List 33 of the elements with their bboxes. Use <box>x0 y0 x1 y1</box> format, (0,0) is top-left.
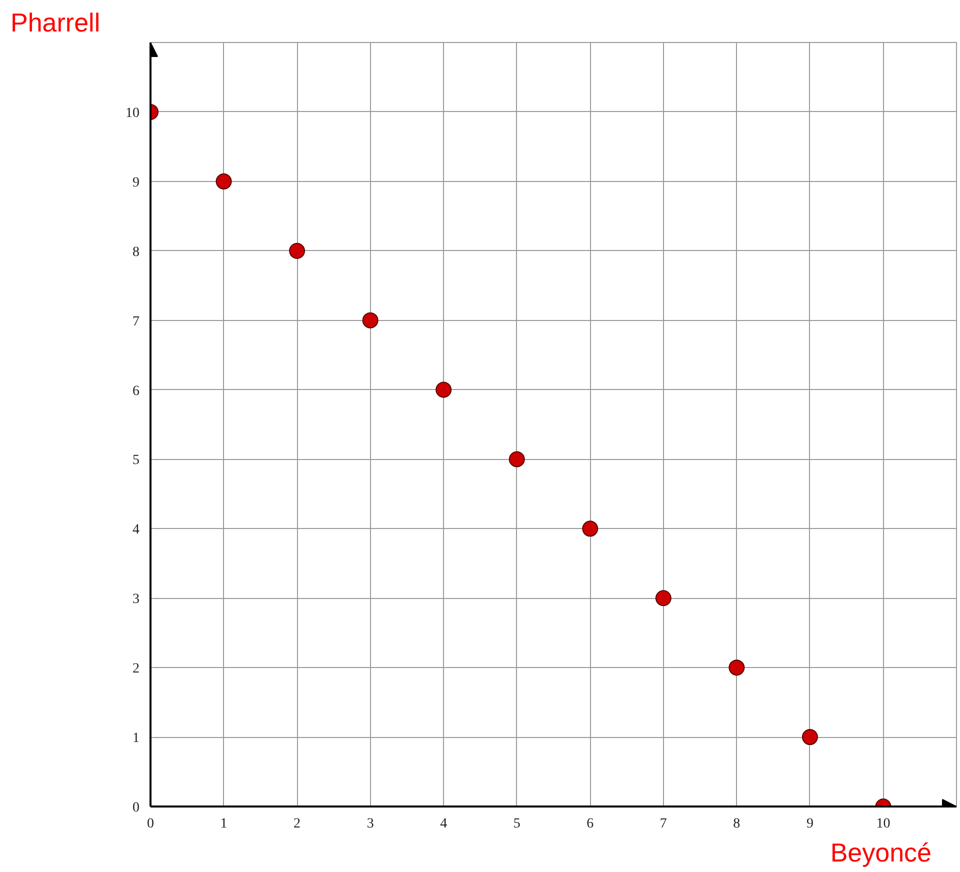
point <box>216 173 232 190</box>
point <box>582 520 598 537</box>
x-tick-label: 6 <box>586 816 594 832</box>
x-tick-label: 9 <box>806 816 814 832</box>
x-tick-label: 0 <box>147 816 154 832</box>
x-tick-label: 3 <box>366 816 374 832</box>
x-axis-title: Beyoncé <box>830 838 932 868</box>
y-tick-label: 1 <box>132 731 140 746</box>
point <box>436 382 452 398</box>
y-tick-label: 2 <box>132 662 140 677</box>
x-tick-label: 4 <box>440 816 448 832</box>
point <box>508 451 525 468</box>
point <box>289 242 306 259</box>
y-tick-label: 7 <box>132 314 140 330</box>
y-tick-label: 8 <box>132 244 140 260</box>
point <box>802 729 818 746</box>
y-tick-label: 0 <box>132 800 140 816</box>
point <box>728 660 745 676</box>
y-tick-label: 9 <box>132 175 140 190</box>
x-tick-label: 7 <box>660 816 667 832</box>
point <box>362 312 378 328</box>
x-tick-label: 2 <box>294 816 301 832</box>
x-tick-label: 10 <box>876 816 890 832</box>
y-tick-label: 3 <box>132 592 140 608</box>
y-tick-label: 6 <box>132 384 140 399</box>
y-tick-label: 10 <box>126 106 140 121</box>
x-tick-label: 1 <box>220 816 228 832</box>
x-tick-label: 8 <box>733 816 740 832</box>
y-axis-title: Pharrell <box>10 8 100 38</box>
y-tick-label: 4 <box>132 522 140 538</box>
x-tick-label: 5 <box>513 816 520 832</box>
y-tick-label: 5 <box>132 453 140 468</box>
point <box>655 590 672 606</box>
